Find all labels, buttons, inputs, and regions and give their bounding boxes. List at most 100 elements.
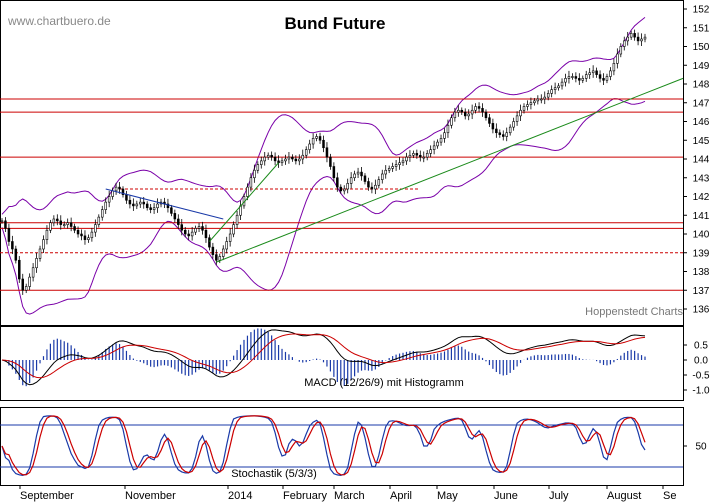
bollinger-lower xyxy=(1,98,646,315)
month-label: July xyxy=(549,490,569,502)
candle-body xyxy=(24,286,28,291)
downtrend-line xyxy=(105,188,224,220)
candle-body xyxy=(342,188,346,192)
candle-body xyxy=(204,229,208,239)
candle-body xyxy=(515,115,519,122)
candle-body xyxy=(339,186,343,192)
candle-body xyxy=(425,153,429,158)
candle-body xyxy=(49,222,52,231)
candle-body xyxy=(273,156,277,162)
candle-body xyxy=(197,226,201,229)
candle-body xyxy=(173,213,177,220)
candle-body xyxy=(360,171,363,177)
candle-body xyxy=(557,85,560,89)
candle-body xyxy=(322,139,325,149)
candle-body xyxy=(336,177,339,188)
candle-body xyxy=(605,76,609,81)
candle-body xyxy=(477,106,481,109)
candle-body xyxy=(370,186,374,190)
candle-body xyxy=(522,106,526,111)
bollinger-upper xyxy=(1,17,646,215)
candle-body xyxy=(584,74,588,79)
candle-body xyxy=(374,184,377,190)
candle-body xyxy=(177,218,180,225)
price-tick-label: 137 xyxy=(693,286,710,297)
axis-layer: 136 137 138 139 140 141 142 143 144 145 146 147 148 1… xyxy=(19,5,710,502)
month-label: September xyxy=(20,490,74,502)
candle-body xyxy=(35,258,38,269)
candle-body xyxy=(145,203,149,209)
candle-body xyxy=(232,224,235,235)
candle-body xyxy=(363,175,367,182)
macd-label: MACD (12/26/9) mit Histogramm xyxy=(304,377,464,389)
candle-body xyxy=(553,87,557,90)
month-label: June xyxy=(494,490,518,502)
candle-body xyxy=(546,93,550,98)
candle-body xyxy=(69,222,73,227)
month-label: March xyxy=(334,490,365,502)
candle-body xyxy=(83,235,87,240)
candle-body xyxy=(453,111,457,119)
candle-body xyxy=(412,153,415,156)
candle-body xyxy=(66,222,69,225)
month-label: November xyxy=(125,490,176,502)
price-tick-label: 145 xyxy=(693,136,710,147)
candle-body xyxy=(457,109,460,113)
candle-body xyxy=(408,154,412,158)
price-tick-label: 136 xyxy=(693,305,710,316)
candle-body xyxy=(180,224,184,231)
candle-body xyxy=(512,121,515,128)
candle-body xyxy=(488,117,491,124)
candle-body xyxy=(101,209,104,218)
candle-body xyxy=(443,132,446,139)
chart-title: Bund Future xyxy=(284,14,385,33)
candle-body xyxy=(474,106,477,111)
candle-body xyxy=(249,177,253,188)
candle-body xyxy=(332,166,336,179)
candle-body xyxy=(139,201,142,205)
candle-body xyxy=(80,233,83,237)
month-label: April xyxy=(390,490,412,502)
candle-body xyxy=(190,231,194,237)
stochastic-d-line xyxy=(1,415,646,476)
price-tick-label: 143 xyxy=(693,173,710,184)
price-tick-label: 144 xyxy=(693,155,710,166)
stochastic-tick-label: 50 xyxy=(695,442,707,453)
candle-body xyxy=(225,241,228,250)
candle-body xyxy=(422,156,426,159)
candle-body xyxy=(550,89,553,94)
candle-body xyxy=(439,138,443,143)
candle-body xyxy=(132,203,135,207)
candle-body xyxy=(142,201,145,205)
candle-body xyxy=(107,196,111,203)
candle-body xyxy=(612,63,616,72)
candle-body xyxy=(460,109,464,113)
bollinger-layer xyxy=(1,17,646,315)
candle-body xyxy=(367,181,370,188)
candle-body xyxy=(564,78,567,83)
candle-body xyxy=(215,254,218,261)
macd-panel-frame xyxy=(0,326,684,401)
candle-body xyxy=(277,160,280,164)
candle-body xyxy=(118,186,121,190)
candle-body xyxy=(298,158,301,162)
candle-body xyxy=(574,76,578,79)
month-label: Se xyxy=(663,490,676,502)
macd-line xyxy=(1,329,646,386)
price-tick-label: 148 xyxy=(693,80,710,91)
candle-body xyxy=(381,173,384,180)
candle-body xyxy=(353,173,356,179)
candle-body xyxy=(543,96,546,100)
candle-body xyxy=(152,207,156,210)
candle-body xyxy=(387,168,391,171)
price-tick-label: 140 xyxy=(693,230,710,241)
candle-body xyxy=(595,70,598,75)
candle-body xyxy=(294,158,298,162)
candle-body xyxy=(31,267,35,278)
stochastic-k-line xyxy=(1,415,646,477)
candle-body xyxy=(640,38,643,42)
candle-body xyxy=(540,98,543,101)
candle-body xyxy=(38,248,42,259)
candle-body xyxy=(567,76,571,79)
